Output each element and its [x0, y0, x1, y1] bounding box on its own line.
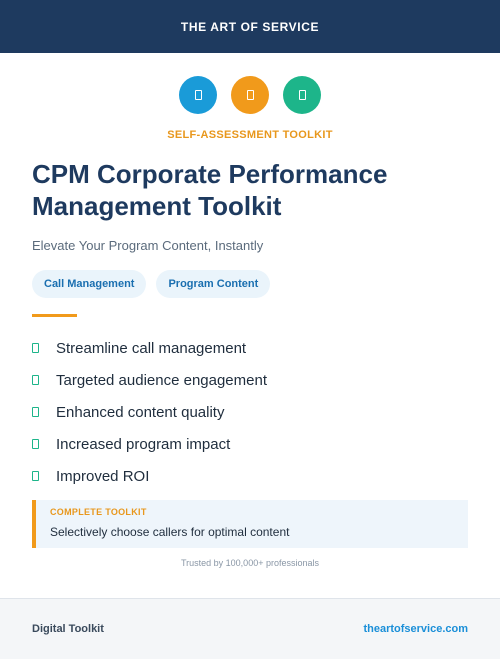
tag-list: Call Management Program Content: [32, 270, 271, 298]
page-title: CPM Corporate Performance Management Too…: [32, 159, 388, 221]
feature-label: Streamline call management: [56, 339, 247, 357]
list-item: Streamline call management: [32, 332, 267, 364]
list-item: Enhanced content quality: [32, 396, 267, 428]
toolkit-kicker: SELF-ASSESSMENT TOOLKIT: [167, 129, 333, 141]
icon-row: [0, 76, 500, 114]
tag-program-content[interactable]: Program Content: [156, 270, 271, 298]
check-icon: [32, 471, 39, 481]
top-banner: THE ART OF SERVICE: [0, 0, 500, 53]
callout-title: COMPLETE TOOLKIT: [50, 507, 147, 517]
page-subtitle: Elevate Your Program Content, Instantly: [32, 238, 264, 253]
website-link[interactable]: theartofservice.com: [363, 623, 468, 635]
list-item: Increased program impact: [32, 428, 267, 460]
list-item: Improved ROI: [32, 460, 267, 492]
check-icon: [32, 439, 39, 449]
document-icon: [231, 76, 269, 114]
document-icon: [179, 76, 217, 114]
feature-label: Increased program impact: [56, 435, 231, 453]
check-icon: [32, 343, 39, 353]
check-icon: [32, 407, 39, 417]
document-icon: [283, 76, 321, 114]
feature-label: Improved ROI: [56, 467, 150, 485]
check-icon: [32, 375, 39, 385]
feature-list: Streamline call management Targeted audi…: [32, 332, 267, 492]
complete-toolkit-callout: COMPLETE TOOLKIT Selectively choose call…: [32, 500, 468, 548]
brand-name: THE ART OF SERVICE: [180, 19, 320, 34]
tag-call-management[interactable]: Call Management: [32, 270, 147, 298]
trust-note: Trusted by 100,000+ professionals: [180, 558, 319, 568]
list-item: Targeted audience engagement: [32, 364, 267, 396]
feature-label: Targeted audience engagement: [56, 371, 267, 389]
callout-text: Selectively choose callers for optimal c…: [50, 525, 290, 539]
feature-label: Enhanced content quality: [56, 403, 225, 421]
footer: Digital Toolkit theartofservice.com: [0, 598, 500, 659]
accent-divider: [32, 314, 77, 317]
footer-label: Digital Toolkit: [32, 623, 104, 635]
